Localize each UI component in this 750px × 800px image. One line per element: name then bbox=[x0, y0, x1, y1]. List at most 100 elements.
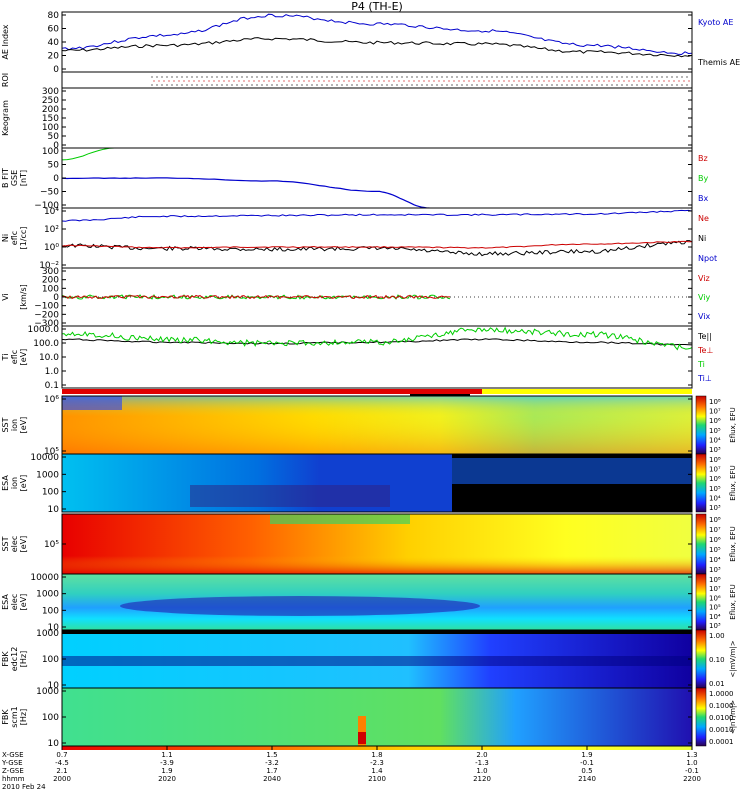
roi-dot bbox=[571, 84, 572, 85]
roi-dot bbox=[306, 76, 307, 77]
x-tick-label: 1.3 bbox=[686, 751, 697, 759]
roi-dot bbox=[656, 84, 657, 85]
roi-dot bbox=[346, 84, 347, 85]
roi-dot bbox=[181, 76, 182, 77]
roi-dot bbox=[246, 84, 247, 85]
y-axis-label: ROI bbox=[1, 73, 10, 87]
legend-entry: Themis AE bbox=[697, 58, 740, 67]
roi-dot bbox=[293, 80, 294, 81]
roi-dot bbox=[411, 76, 412, 77]
y-axis-label: B FIT bbox=[1, 168, 10, 188]
y-tick-label: 1000 bbox=[36, 590, 59, 600]
roi-dot bbox=[478, 80, 479, 81]
legend-entry: Te|| bbox=[697, 332, 712, 341]
y-axis-label: FBK bbox=[1, 709, 10, 725]
legend-entry: Ti bbox=[697, 360, 705, 369]
roi-dot bbox=[503, 80, 504, 81]
roi-dot bbox=[351, 76, 352, 77]
roi-dot bbox=[206, 84, 207, 85]
y-axis-label: FBK bbox=[1, 651, 10, 667]
legend-entry: Bx bbox=[698, 194, 708, 203]
roi-dot bbox=[258, 80, 259, 81]
colorbar-unit: Eflux, EFU bbox=[729, 465, 737, 500]
y-tick-label: 10⁵ bbox=[44, 540, 59, 550]
legend-entry: Npot bbox=[698, 254, 717, 263]
roi-dot bbox=[476, 84, 477, 85]
roi-dot bbox=[491, 76, 492, 77]
roi-dot bbox=[341, 84, 342, 85]
roi-dot bbox=[298, 80, 299, 81]
y-axis-label: SST bbox=[1, 536, 10, 551]
roi-dot bbox=[276, 76, 277, 77]
roi-dot bbox=[418, 80, 419, 81]
roi-dot bbox=[223, 80, 224, 81]
roi-dot bbox=[216, 84, 217, 85]
roi-dot bbox=[653, 80, 654, 81]
roi-dot bbox=[606, 76, 607, 77]
series-npot bbox=[62, 210, 692, 221]
roi-dot bbox=[683, 80, 684, 81]
legend-entry: Vix bbox=[698, 312, 711, 321]
colorbar-label: 10⁸ bbox=[709, 456, 721, 464]
roi-dot bbox=[376, 84, 377, 85]
roi-dot bbox=[211, 76, 212, 77]
colorbar bbox=[696, 396, 706, 454]
roi-dot bbox=[263, 80, 264, 81]
roi-dot bbox=[326, 76, 327, 77]
roi-dot bbox=[216, 76, 217, 77]
y-tick-label: 10⁰ bbox=[44, 243, 59, 253]
roi-dot bbox=[591, 84, 592, 85]
y-axis-label: [eV] bbox=[19, 417, 28, 434]
roi-dot bbox=[566, 84, 567, 85]
roi-dot bbox=[378, 80, 379, 81]
roi-dot bbox=[338, 80, 339, 81]
roi-dot bbox=[166, 84, 167, 85]
roi-dot bbox=[433, 80, 434, 81]
roi-dot bbox=[631, 76, 632, 77]
roi-dot bbox=[618, 80, 619, 81]
roi-dot bbox=[303, 80, 304, 81]
ti-series bbox=[62, 328, 692, 350]
legend-entry: Ni bbox=[698, 234, 706, 243]
roi-dot bbox=[173, 80, 174, 81]
x-tick-label: 1.0 bbox=[476, 767, 487, 775]
roi-dot bbox=[351, 84, 352, 85]
roi-dot bbox=[251, 84, 252, 85]
roi-dot bbox=[578, 80, 579, 81]
status-bar bbox=[62, 389, 692, 396]
roi-dot bbox=[393, 80, 394, 81]
ni-series bbox=[62, 210, 692, 255]
roi-dot bbox=[671, 76, 672, 77]
colorbar-label: 0.01 bbox=[709, 680, 725, 688]
y-tick-label: 1000 bbox=[36, 470, 59, 480]
roi-dot bbox=[213, 80, 214, 81]
roi-dot bbox=[161, 76, 162, 77]
roi-dot bbox=[376, 76, 377, 77]
roi-dot bbox=[386, 84, 387, 85]
roi-dot bbox=[193, 80, 194, 81]
roi-dot bbox=[551, 76, 552, 77]
roi-dot bbox=[401, 84, 402, 85]
x-tick-label: 2.0 bbox=[476, 751, 487, 759]
x-tick-label: 0.5 bbox=[581, 767, 592, 775]
roi-dot bbox=[346, 76, 347, 77]
roi-dot bbox=[366, 84, 367, 85]
spectrogram-sst-ion bbox=[62, 396, 692, 454]
x-tick-label: 1.7 bbox=[266, 767, 277, 775]
roi-dot bbox=[561, 76, 562, 77]
x-tick-label: 1.9 bbox=[161, 767, 172, 775]
roi-dot bbox=[261, 84, 262, 85]
y-tick-label: 1.0 bbox=[45, 367, 60, 377]
roi-dot bbox=[353, 80, 354, 81]
colorbar-label: 10⁸ bbox=[709, 516, 721, 524]
roi-dot bbox=[311, 76, 312, 77]
roi-dot bbox=[408, 80, 409, 81]
colorbar bbox=[696, 688, 706, 746]
roi-dot bbox=[308, 80, 309, 81]
roi-dot bbox=[526, 76, 527, 77]
roi-dot bbox=[253, 80, 254, 81]
roi-dot bbox=[196, 76, 197, 77]
roi-dot bbox=[583, 80, 584, 81]
roi-dot bbox=[231, 76, 232, 77]
y-tick-label: 100 bbox=[42, 488, 59, 498]
